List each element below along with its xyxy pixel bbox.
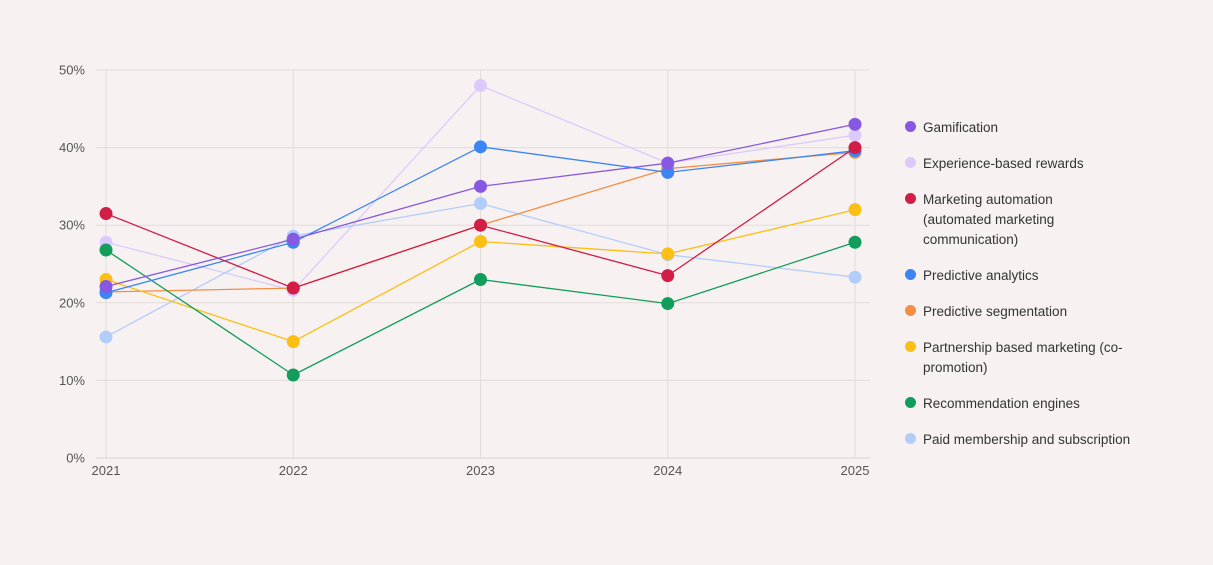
legend-label: Predictive segmentation (923, 302, 1067, 322)
data-point[interactable] (848, 203, 862, 217)
data-point[interactable] (848, 235, 862, 249)
x-tick-label: 2021 (92, 463, 121, 478)
data-point[interactable] (848, 141, 862, 155)
legend-item[interactable]: Gamification (905, 118, 1205, 138)
legend-swatch-icon (905, 157, 916, 168)
x-tick-label: 2025 (841, 463, 870, 478)
x-tick-label: 2023 (466, 463, 495, 478)
legend-label: Predictive analytics (923, 266, 1039, 286)
data-point[interactable] (848, 128, 862, 142)
data-point[interactable] (474, 234, 487, 248)
data-point[interactable] (661, 247, 675, 261)
data-point[interactable] (99, 207, 113, 221)
y-tick-label: 50% (59, 63, 85, 78)
y-tick-label: 0% (66, 451, 85, 466)
series-lines (99, 79, 862, 382)
legend-label: Marketing automation (automated marketing… (923, 190, 1054, 250)
legend-swatch-icon (905, 433, 916, 444)
data-point[interactable] (474, 273, 487, 287)
legend-item[interactable]: Paid membership and subscription (905, 430, 1205, 450)
legend-swatch-icon (905, 121, 916, 132)
legend-label-line: Predictive analytics (923, 268, 1039, 283)
axis-tick-labels: 0% 10% 20% 30% 40% 50% 2021 2022 2023 2024 2025 (59, 63, 869, 479)
x-tick-label: 2024 (653, 463, 682, 478)
y-tick-label: 10% (59, 373, 85, 388)
legend-label: Paid membership and subscription (923, 430, 1130, 450)
y-tick-label: 40% (59, 140, 85, 155)
legend-label-line: (automated marketing (923, 212, 1055, 227)
series-6 (99, 141, 862, 295)
legend-label-line: Partnership based marketing (co- (923, 340, 1123, 355)
legend-swatch-icon (905, 341, 916, 352)
legend: Gamification Experience-based rewards Mark… (905, 118, 1205, 466)
legend-label-line: Experience-based rewards (923, 156, 1084, 171)
legend-label: Gamification (923, 118, 998, 138)
data-point[interactable] (474, 179, 487, 193)
data-point[interactable] (286, 335, 300, 349)
data-point[interactable] (99, 243, 113, 257)
data-point[interactable] (661, 156, 675, 170)
data-point[interactable] (474, 140, 487, 154)
legend-item[interactable]: Experience-based rewards (905, 154, 1205, 174)
data-point[interactable] (661, 297, 675, 311)
data-point[interactable] (661, 269, 675, 283)
legend-label-line: Paid membership and subscription (923, 432, 1131, 447)
legend-label: Experience-based rewards (923, 154, 1084, 174)
data-point[interactable] (99, 280, 113, 294)
legend-label-line: Gamification (923, 120, 999, 135)
data-point[interactable] (848, 270, 862, 284)
legend-swatch-icon (905, 397, 916, 408)
data-point[interactable] (474, 79, 487, 93)
data-point[interactable] (661, 165, 675, 179)
legend-item[interactable]: Predictive analytics (905, 266, 1205, 286)
legend-label-line: promotion) (923, 360, 988, 375)
legend-item[interactable]: Partnership based marketing (co-promotio… (905, 338, 1205, 378)
legend-label: Partnership based marketing (co-promotio… (923, 338, 1123, 378)
data-point[interactable] (99, 330, 113, 344)
data-point[interactable] (474, 218, 487, 232)
data-point[interactable] (286, 368, 300, 382)
legend-swatch-icon (905, 305, 916, 316)
legend-item[interactable]: Recommendation engines (905, 394, 1205, 414)
legend-swatch-icon (905, 193, 916, 204)
legend-swatch-icon (905, 269, 916, 280)
legend-label-line: Recommendation engines (923, 396, 1080, 411)
data-point[interactable] (848, 117, 862, 131)
x-tick-label: 2022 (279, 463, 308, 478)
y-tick-label: 30% (59, 218, 85, 233)
data-point[interactable] (286, 232, 300, 246)
legend-label-line: Predictive segmentation (923, 304, 1068, 319)
legend-label-line: communication) (923, 232, 1019, 247)
series-4 (99, 235, 862, 382)
series-7 (99, 117, 862, 294)
data-point[interactable] (474, 196, 487, 210)
legend-item[interactable]: Marketing automation (automated marketing… (905, 190, 1205, 250)
legend-label: Recommendation engines (923, 394, 1080, 414)
legend-item[interactable]: Predictive segmentation (905, 302, 1205, 322)
data-point[interactable] (286, 281, 300, 295)
legend-label-line: Marketing automation (923, 192, 1053, 207)
y-tick-label: 20% (59, 295, 85, 310)
